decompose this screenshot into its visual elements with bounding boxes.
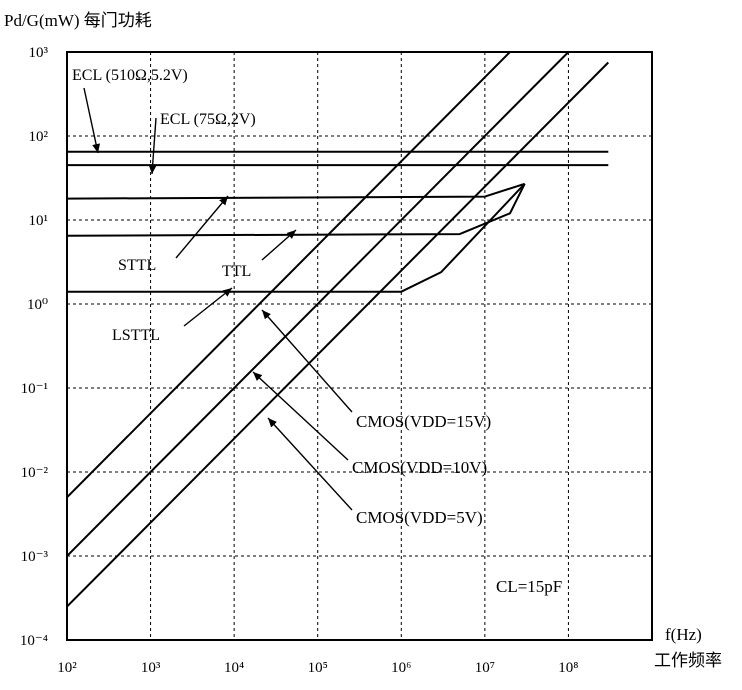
y-tick-label: 10⁻⁴: [20, 633, 48, 649]
arrow-ecl-510: [83, 87, 101, 154]
label-lsttl: LSTTL: [112, 327, 160, 344]
arrow-ecl-75: [148, 117, 157, 175]
label-load-capacitance: CL=15pF: [496, 577, 562, 596]
label-cmos-5v: CMOS(VDD=5V): [356, 508, 483, 527]
x-tick-label: 10³: [141, 660, 161, 676]
y-tick-label: 10⁻¹: [21, 381, 48, 397]
x-tick-label: 10²: [57, 660, 77, 676]
label-cmos-10v: CMOS(VDD=10V): [352, 458, 487, 477]
plot-frame: [66, 51, 653, 641]
series-line-cmos-vdd-10v: [67, 52, 570, 557]
arrow-lsttl: [183, 287, 233, 327]
label-ecl-75: ECL (75Ω,2V): [160, 111, 256, 128]
x-axis-unit-label: f(Hz): [665, 625, 702, 644]
arrow-cmos-5v: [267, 417, 353, 511]
series-layer: [67, 52, 610, 608]
y-axis-label: Pd/G(mW) 每门功耗: [4, 11, 152, 30]
series-line-sttl: [67, 182, 526, 200]
x-axis-chinese-label: 工作频率: [654, 651, 722, 670]
x-tick-label: 10⁸: [558, 660, 578, 676]
y-tick-label: 10³: [29, 45, 49, 61]
y-tick-labels: 10³ 10² 10¹ 10⁰ 10⁻¹ 10⁻² 10⁻³ 10⁻⁴: [20, 45, 49, 649]
label-ttl: TTL: [222, 263, 251, 280]
y-tick-label: 10⁻³: [21, 549, 49, 565]
label-cmos-15v: CMOS(VDD=15V): [356, 412, 491, 431]
x-tick-labels: 10² 10³ 10⁴ 10⁵ 10⁶ 10⁷ 10⁸: [57, 660, 578, 676]
arrow-cmos-10v: [252, 371, 349, 461]
arrow-sttl: [175, 195, 229, 259]
label-ecl-510: ECL (510Ω,5.2V): [72, 67, 188, 84]
grid: [67, 52, 652, 640]
y-tick-label: 10¹: [29, 213, 49, 229]
y-tick-label: 10²: [29, 129, 49, 145]
arrow-cmos-15v: [261, 309, 353, 413]
x-tick-label: 10⁵: [308, 660, 328, 676]
arrow-ttl: [261, 229, 297, 261]
series-line-ttl: [67, 183, 526, 237]
series-line-lsttl: [67, 183, 526, 293]
y-tick-label: 10⁻²: [21, 465, 49, 481]
label-sttl: STTL: [118, 257, 156, 274]
x-tick-label: 10⁷: [475, 660, 495, 676]
x-tick-label: 10⁶: [391, 660, 411, 676]
x-tick-label: 10⁴: [224, 660, 244, 676]
y-tick-label: 10⁰: [27, 297, 48, 313]
annotation-arrows: [83, 87, 353, 511]
series-line-cmos-vdd-15v: [67, 52, 512, 499]
series-line-cmos-vdd-5v: [67, 61, 610, 608]
